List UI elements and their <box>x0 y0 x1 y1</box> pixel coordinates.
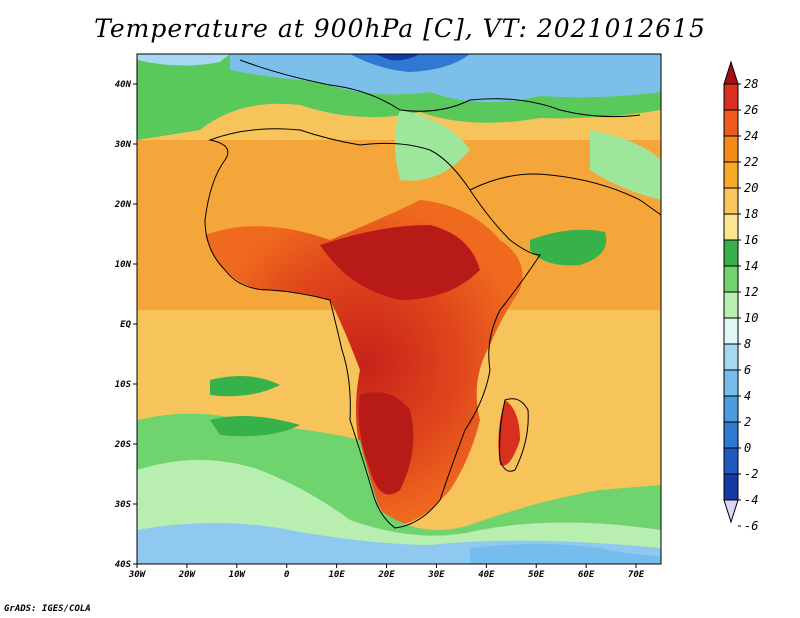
colorbar-top-arrow <box>723 60 739 85</box>
colorbar-label: 20 <box>744 181 758 195</box>
colorbar-bottom-arrow <box>723 499 739 524</box>
colorbar-segment <box>723 187 739 215</box>
lon-label: 0 <box>284 570 290 580</box>
temperature-field <box>137 54 661 564</box>
colorbar-segment <box>723 447 739 475</box>
footer-credit: GrADS: IGES/COLA <box>4 604 91 614</box>
longitude-axis: 30W 20W 10W 0 10E 20E 30E 40E 50E 60E 70E <box>128 564 645 580</box>
colorbar-segment <box>723 421 739 449</box>
colorbar-label: 16 <box>744 233 758 247</box>
colorbar-segment <box>723 473 739 501</box>
colorbar-label: 26 <box>744 103 758 117</box>
colorbar-label: -2 <box>744 467 758 481</box>
map-figure: 30W 20W 10W 0 10E 20E 30E 40E 50E 60E 70E 40N30N20… <box>114 53 758 580</box>
map-frame <box>136 53 662 565</box>
colorbar-segment <box>723 317 739 345</box>
colorbar-label: 18 <box>744 207 758 221</box>
colorbar-label: 8 <box>744 337 751 351</box>
colorbar-label: 2 <box>744 415 751 429</box>
colorbar-label: -4 <box>744 493 758 507</box>
lat-label: 40S <box>115 560 132 570</box>
lat-label: 10N <box>115 260 132 270</box>
colorbar-segment <box>723 395 739 423</box>
colorbar-label: -6 <box>744 519 758 533</box>
latitude-axis: 40N 30N 20N 10N EQ 10S 20S 30S 40S <box>114 80 137 570</box>
colorbar-segment <box>723 109 739 137</box>
colorbar-label: 12 <box>744 285 758 299</box>
lon-label: 20E <box>377 570 395 580</box>
lat-label: 30N <box>114 140 132 150</box>
lat-label: 20S <box>114 440 132 450</box>
lon-label: 70E <box>628 570 645 580</box>
lon-label: 10W <box>229 570 247 580</box>
colorbar-segment <box>723 239 739 267</box>
lat-label: 40N <box>115 80 132 90</box>
colorbar-label: 4 <box>744 389 751 403</box>
colorbar-segment <box>723 343 739 371</box>
lat-label: 20N <box>114 200 132 210</box>
colorbar-segment <box>723 213 739 241</box>
colorbar-label: 28 <box>744 77 758 91</box>
colorbar-segment <box>723 161 739 189</box>
lon-label: 60E <box>578 570 595 580</box>
colorbar-label: 24 <box>744 129 758 143</box>
colorbar-segment <box>723 135 739 163</box>
lat-label: 10S <box>115 380 132 390</box>
colorbar-label: 14 <box>744 259 758 273</box>
colorbar-label: 10 <box>744 311 758 325</box>
colorbar-label: 6 <box>744 363 751 377</box>
lat-label: 30S <box>114 500 132 510</box>
colorbar-label: 22 <box>744 155 758 169</box>
lon-label: 30W <box>128 570 147 580</box>
colorbar-segment <box>723 265 739 293</box>
lon-label: 40E <box>478 570 495 580</box>
lon-label: 20W <box>178 570 197 580</box>
lon-label: 50E <box>528 570 545 580</box>
map-title: Temperature at 900hPa [C], VT: 202101261… <box>94 14 706 43</box>
lon-label: 10E <box>328 570 345 580</box>
colorbar-label: 0 <box>744 441 751 455</box>
colorbar-segment <box>723 83 739 111</box>
colorbar-segment <box>723 291 739 319</box>
lon-label: 30E <box>427 570 445 580</box>
colorbar-segment <box>723 369 739 397</box>
lat-label: EQ <box>120 320 131 330</box>
